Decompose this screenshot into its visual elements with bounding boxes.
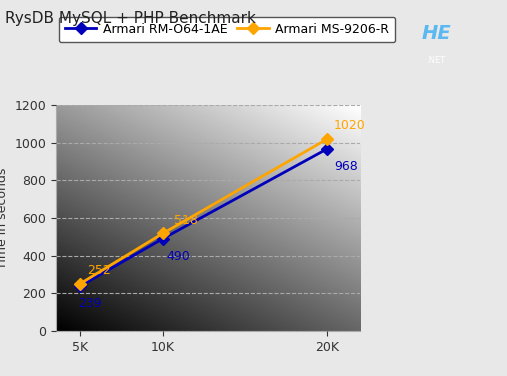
Armari RM-O64-1AE (78, 284, 84, 288)
Text: 1020: 1020 (334, 119, 366, 132)
Text: RysDB MySQL + PHP Benchmark: RysDB MySQL + PHP Benchmark (5, 11, 256, 26)
Text: .NET: .NET (426, 56, 446, 65)
Line: Armari MS-9206-R: Armari MS-9206-R (76, 135, 331, 288)
Line: Armari RM-O64-1AE: Armari RM-O64-1AE (76, 145, 331, 290)
Armari RM-O64-1AE (160, 237, 166, 241)
Text: 239: 239 (78, 297, 101, 310)
Text: 252: 252 (87, 264, 111, 277)
Armari MS-9206-R (78, 281, 84, 286)
Armari MS-9206-R (324, 137, 330, 141)
Y-axis label: Time in seconds: Time in seconds (0, 167, 9, 269)
Armari MS-9206-R (160, 231, 166, 236)
Armari RM-O64-1AE (324, 147, 330, 151)
Text: 968: 968 (334, 160, 358, 173)
Text: HE: HE (421, 24, 451, 43)
Legend: Armari RM-O64-1AE, Armari MS-9206-R: Armari RM-O64-1AE, Armari MS-9206-R (59, 17, 395, 42)
Text: 490: 490 (167, 250, 191, 263)
Text: 518: 518 (174, 214, 198, 227)
